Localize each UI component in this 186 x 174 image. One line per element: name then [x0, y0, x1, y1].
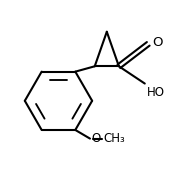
Text: O: O	[152, 37, 163, 49]
Text: O: O	[91, 132, 100, 145]
Text: HO: HO	[147, 86, 164, 99]
Text: CH₃: CH₃	[103, 132, 125, 145]
